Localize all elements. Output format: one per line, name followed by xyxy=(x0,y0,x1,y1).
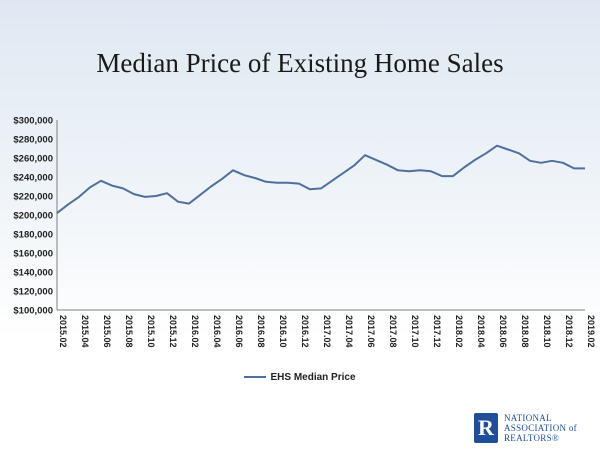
x-tick-label: 2016.10 xyxy=(278,315,288,348)
legend: EHS Median Price xyxy=(0,372,600,383)
x-tick-label: 2018.06 xyxy=(498,315,508,348)
x-tick-label: 2016.12 xyxy=(300,315,310,348)
legend-swatch xyxy=(244,376,267,379)
x-tick-label: 2018.12 xyxy=(564,315,574,348)
y-tick-label: $180,000 xyxy=(13,230,53,241)
x-tick-label: 2017.12 xyxy=(432,315,442,348)
x-tick-label: 2017.06 xyxy=(366,315,376,348)
x-tick-label: 2016.08 xyxy=(256,315,266,348)
realtors-logo: R NATIONAL ASSOCIATION of REALTORS® xyxy=(474,411,594,447)
x-tick-label: 2017.02 xyxy=(322,315,332,348)
series-line-ehs-median-price xyxy=(56,144,585,214)
x-tick-label: 2015.08 xyxy=(124,315,134,348)
y-tick-label: $160,000 xyxy=(13,249,53,260)
logo-letter: R xyxy=(478,415,494,440)
y-axis-labels: $100,000 $120,000 $140,000 $160,000 $180,000… xyxy=(13,116,53,317)
x-tick-label: 2015.06 xyxy=(102,315,112,348)
logo-line-3: REALTORS® xyxy=(504,433,560,443)
y-tick-label: $140,000 xyxy=(13,268,53,279)
x-tick-label: 2019.02 xyxy=(586,315,596,348)
x-tick-label: 2016.02 xyxy=(190,315,200,348)
x-tick-label: 2016.04 xyxy=(212,315,222,348)
chart-title: Median Price of Existing Home Sales xyxy=(96,48,504,78)
x-tick-label: 2018.02 xyxy=(454,315,464,348)
y-tick-label: $220,000 xyxy=(13,192,53,203)
x-tick-label: 2017.08 xyxy=(388,315,398,348)
y-tick-label: $260,000 xyxy=(13,154,53,165)
x-tick-label: 2015.10 xyxy=(146,315,156,348)
legend-label: EHS Median Price xyxy=(270,372,356,383)
x-tick-label: 2015.02 xyxy=(58,315,68,348)
y-tick-label: $280,000 xyxy=(13,135,53,146)
x-tick-label: 2018.04 xyxy=(476,315,486,348)
y-tick-label: $200,000 xyxy=(13,211,53,222)
y-tick-label: $100,000 xyxy=(13,306,53,317)
y-tick-label: $240,000 xyxy=(13,173,53,184)
x-tick-label: 2017.04 xyxy=(344,315,354,348)
logo-line-2: ASSOCIATION of xyxy=(504,423,577,433)
x-tick-label: 2015.04 xyxy=(80,315,90,348)
x-tick-label: 2018.08 xyxy=(520,315,530,348)
x-tick-label: 2017.10 xyxy=(410,315,420,348)
y-tick-label: $120,000 xyxy=(13,287,53,298)
series-layer xyxy=(56,144,586,214)
x-tick-label: 2016.06 xyxy=(234,315,244,348)
x-tick-label: 2018.10 xyxy=(542,315,552,348)
x-axis-labels: 2015.02 2015.04 2015.06 2015.08 2015.10 2015.… xyxy=(58,315,596,348)
y-tick-label: $300,000 xyxy=(13,116,53,127)
x-tick-label: 2015.12 xyxy=(168,315,178,348)
logo-line-1: NATIONAL xyxy=(504,413,552,423)
logo-mark xyxy=(474,413,498,443)
logo-wordmark: NATIONAL ASSOCIATION of REALTORS® xyxy=(504,413,577,443)
